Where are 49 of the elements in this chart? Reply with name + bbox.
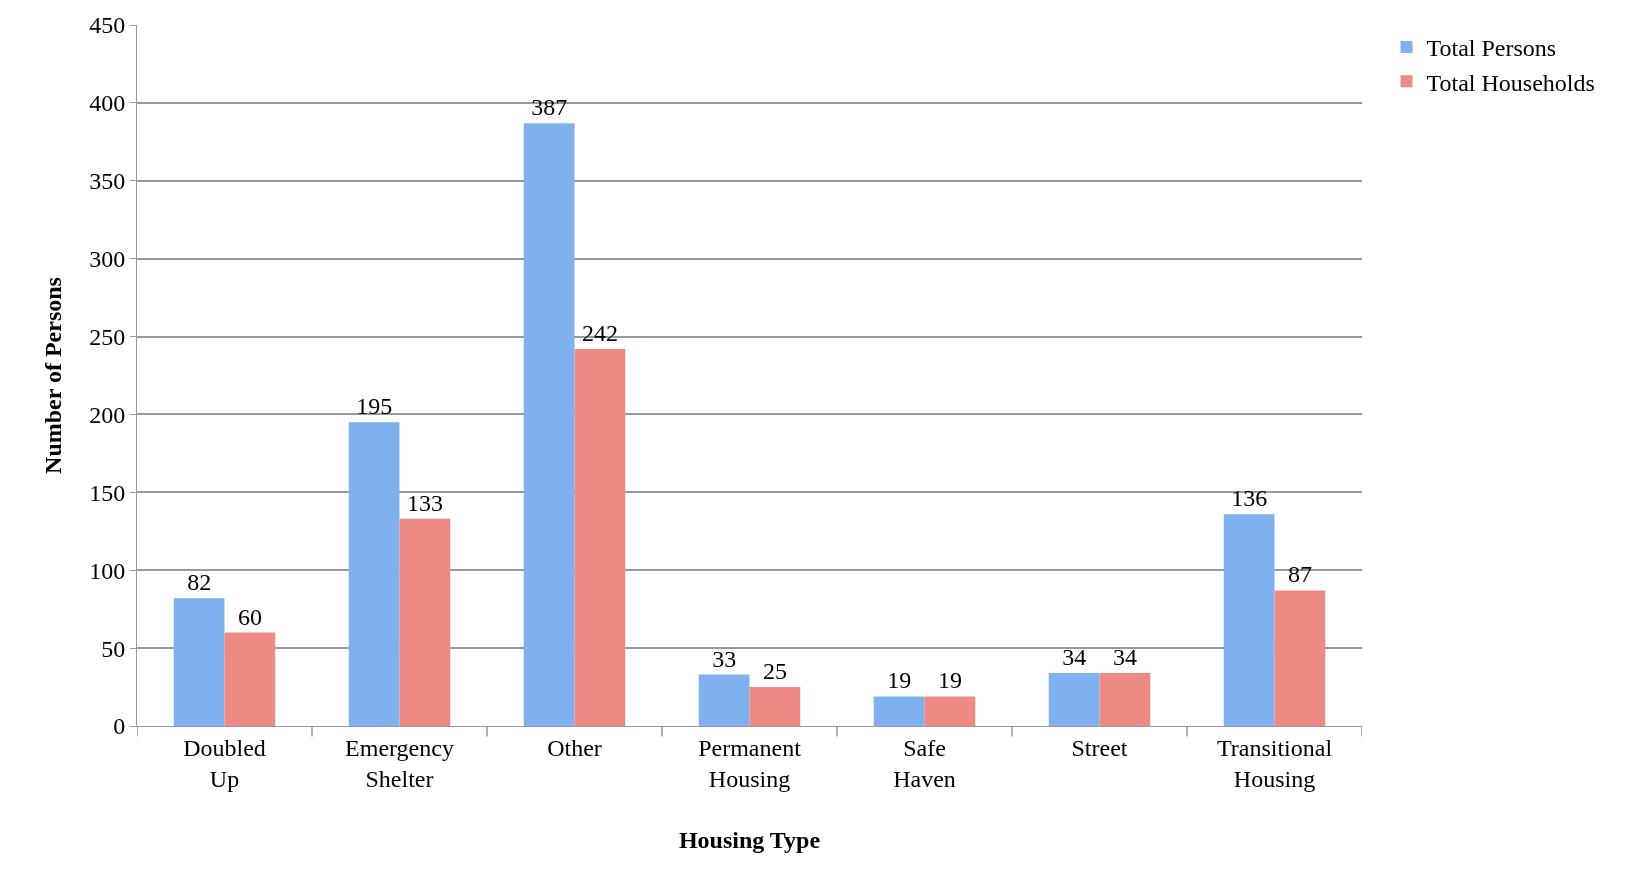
bar — [749, 687, 801, 726]
data-label: 33 — [712, 645, 737, 672]
data-label: 19 — [887, 667, 912, 694]
bar — [1274, 590, 1326, 726]
legend-label: Total Persons — [1426, 35, 1557, 62]
x-tick-label: Other — [547, 734, 602, 761]
legend-label: Total Households — [1426, 69, 1595, 96]
bar — [924, 696, 976, 726]
x-tick-label: Street — [1071, 734, 1128, 761]
bar — [224, 632, 276, 726]
y-tick-label: 400 — [89, 90, 126, 117]
data-label: 60 — [237, 603, 262, 630]
data-label: 34 — [1062, 644, 1087, 671]
data-label: 25 — [762, 658, 787, 685]
y-tick-label: 100 — [89, 557, 126, 584]
y-tick-label: 450 — [89, 12, 126, 39]
bar — [698, 674, 750, 726]
y-tick-label: 350 — [89, 168, 126, 195]
y-axis-title: Number of Persons — [40, 277, 67, 474]
y-tick-label: 0 — [113, 713, 126, 740]
y-tick-label: 300 — [89, 246, 126, 273]
x-tick-label: Doubled Up — [183, 734, 266, 792]
bar — [1048, 673, 1100, 726]
bar — [1223, 514, 1275, 726]
data-label: 82 — [187, 569, 212, 596]
bar — [574, 349, 626, 726]
data-label: 136 — [1231, 485, 1268, 512]
bar — [523, 123, 575, 726]
x-tick-label: Safe Haven — [893, 734, 956, 792]
data-label: 387 — [531, 94, 568, 121]
x-tick-label: Permanent Housing — [698, 734, 802, 792]
data-label: 133 — [406, 489, 443, 516]
bar — [873, 696, 925, 726]
bar — [173, 598, 225, 726]
x-axis-title: Housing Type — [678, 827, 821, 854]
y-tick-label: 250 — [89, 323, 126, 350]
y-tick-label: 200 — [89, 401, 126, 428]
data-label: 19 — [937, 667, 962, 694]
y-tick-label: 150 — [89, 479, 126, 506]
y-tick-label: 50 — [101, 635, 126, 662]
data-label: 242 — [581, 320, 618, 347]
bar — [1099, 673, 1151, 726]
data-label: 87 — [1287, 561, 1312, 588]
x-tick-label: Transitional Housing — [1216, 734, 1333, 792]
data-label: 195 — [356, 393, 393, 420]
bar — [399, 518, 451, 726]
data-label: 34 — [1112, 644, 1137, 671]
bar — [348, 422, 400, 726]
x-tick-label: Emergency Shelter — [345, 734, 454, 792]
